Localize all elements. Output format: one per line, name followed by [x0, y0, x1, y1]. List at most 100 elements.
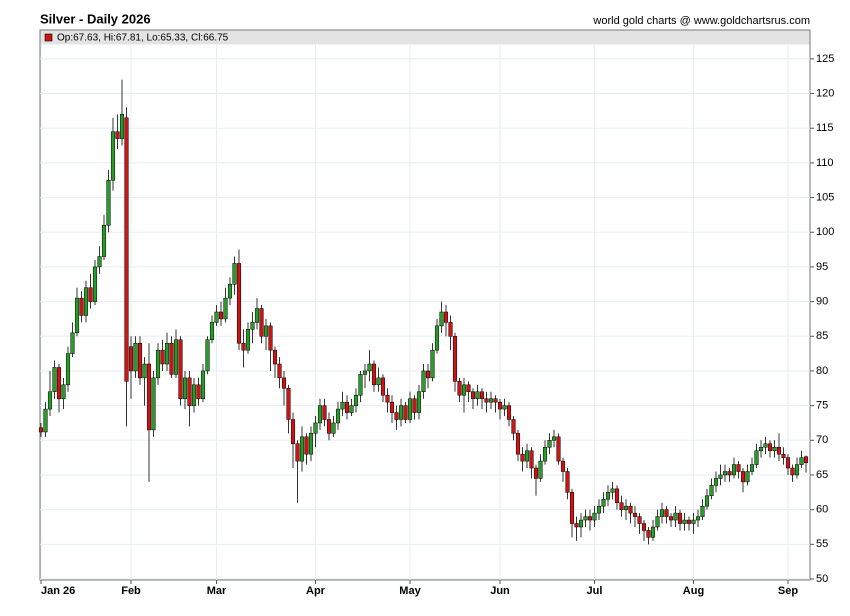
candle-body — [169, 342, 174, 375]
candle-body — [475, 391, 480, 399]
candle-body — [461, 384, 467, 396]
candle-body — [97, 256, 102, 268]
candle-body — [709, 485, 714, 497]
x-tick-label: Apr — [306, 585, 326, 597]
candle-body — [601, 498, 606, 507]
candle-body — [596, 505, 602, 514]
candle-body — [740, 471, 746, 483]
candle-body — [110, 131, 116, 181]
candle-body — [448, 322, 453, 337]
candle-body — [488, 398, 494, 403]
candle-body — [205, 339, 210, 372]
legend-swatch — [44, 33, 53, 42]
candle-body — [56, 367, 62, 399]
y-tick-label: 90 — [816, 296, 828, 308]
candle-body — [304, 436, 309, 455]
y-tick-label: 85 — [816, 330, 828, 342]
candle-body — [70, 332, 75, 354]
candle-body — [758, 446, 764, 451]
x-tick-label: Sep — [778, 585, 798, 597]
candle-body — [457, 381, 462, 396]
candle-body — [493, 398, 498, 403]
candle-body — [331, 422, 336, 434]
candle-body — [745, 471, 750, 483]
candle-body — [646, 530, 651, 538]
candle-body — [191, 384, 197, 406]
candle-body — [538, 460, 543, 479]
candle-body — [781, 453, 786, 458]
candle-body — [196, 384, 201, 399]
candle-body — [218, 311, 224, 320]
x-tick-label: Jan 26 — [41, 585, 75, 597]
candle-body — [259, 308, 264, 337]
candle-body — [632, 512, 638, 517]
candle-body — [295, 443, 300, 462]
candle-body — [335, 408, 341, 424]
candle-body — [245, 329, 251, 351]
candle-body — [241, 342, 246, 351]
candle-body — [133, 342, 138, 372]
candle-body — [290, 419, 296, 445]
candle-body — [272, 349, 278, 365]
y-tick-label: 115 — [816, 122, 834, 134]
legend-text: Op:67.63, Hi:67.81, Lo:65.33, Cl:66.75 — [57, 33, 229, 44]
candle-body — [232, 263, 237, 285]
candle-body — [664, 509, 669, 517]
candle-body — [551, 436, 557, 441]
candle-body — [137, 342, 143, 379]
source: world gold charts @ www.goldchartsrus.co… — [592, 15, 810, 27]
candle-body — [700, 505, 705, 517]
candle-body — [713, 478, 719, 486]
candle-body — [439, 311, 444, 327]
y-tick-label: 105 — [816, 191, 834, 203]
candle-body — [299, 436, 305, 462]
candle-body — [682, 519, 687, 524]
candle-body — [83, 287, 89, 316]
candle-body — [506, 405, 512, 420]
candle-body — [443, 311, 449, 323]
candle-body — [389, 401, 395, 413]
candle-body — [394, 412, 399, 420]
legend-bar — [40, 30, 810, 45]
grid: 50 55 60 65 70 75 80 85 90 95 100 105 110 115 120 125 Ja… — [40, 45, 834, 597]
candle-body — [524, 450, 530, 462]
candle-body — [650, 526, 656, 538]
candle-body — [695, 516, 701, 521]
candle-body — [605, 492, 611, 500]
x-tick-label: Feb — [121, 585, 141, 597]
candle-body — [353, 394, 359, 406]
candle-body — [691, 519, 696, 524]
x-tick-label: Jul — [587, 585, 603, 597]
candle-body — [412, 398, 417, 413]
x-tick-label: Aug — [683, 585, 704, 597]
candle-body — [434, 325, 440, 351]
y-tick-label: 95 — [816, 261, 828, 273]
candle-body — [38, 427, 44, 433]
y-tick-label: 120 — [816, 87, 834, 99]
candle-body — [128, 346, 134, 372]
y-tick-label: 100 — [816, 226, 834, 238]
candle-body — [452, 336, 458, 382]
candle-body — [227, 284, 233, 299]
candle-body — [371, 363, 377, 386]
candle-body — [637, 516, 642, 524]
candle-body — [92, 266, 98, 302]
candle-body — [308, 433, 314, 455]
candle-body — [731, 464, 737, 476]
candle-body — [79, 297, 84, 316]
candle-body — [578, 519, 584, 528]
candle-body — [47, 391, 53, 410]
candle-body — [367, 363, 372, 372]
candle-body — [380, 377, 386, 396]
candle-body — [655, 516, 660, 528]
candle-body — [722, 471, 728, 476]
candle-body — [119, 114, 125, 139]
y-tick-label: 70 — [816, 434, 828, 446]
candle-body — [322, 405, 327, 420]
candle-body — [223, 297, 228, 320]
candle-body — [407, 398, 413, 420]
y-tick-label: 110 — [816, 157, 834, 169]
x-tick-label: May — [399, 585, 421, 597]
candle-body — [52, 367, 57, 393]
